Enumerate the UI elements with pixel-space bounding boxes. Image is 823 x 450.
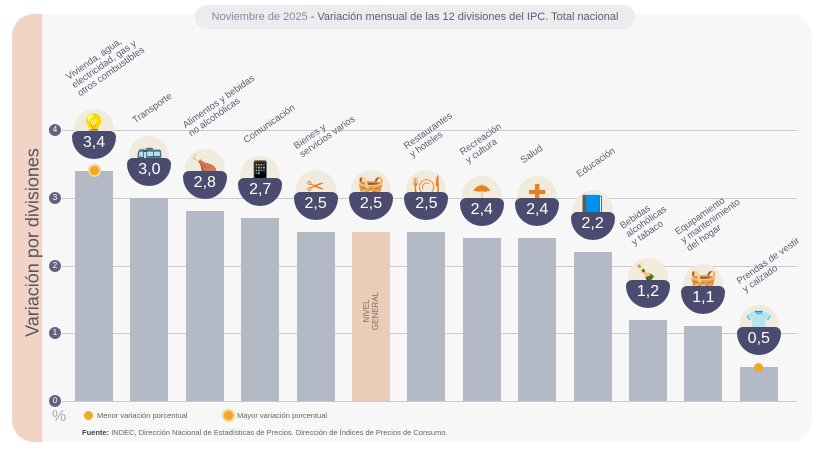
bar-8 [518, 238, 557, 401]
source-text: INDEC, Dirección Nacional de Estadística… [111, 428, 448, 437]
bar-11 [684, 326, 723, 401]
min-marker [754, 362, 764, 372]
legend-max-dot [224, 411, 233, 420]
bar-9 [573, 251, 612, 401]
bar-4 [296, 231, 335, 401]
bar-0 [75, 170, 113, 401]
bar-5 [352, 231, 390, 401]
legend-min-label: Menor variación porcentual [97, 411, 188, 420]
y-tick-label: 1 [49, 327, 61, 340]
legend-max-label: Mayor variación porcentual [237, 411, 328, 420]
source-note: Fuente: INDEC, Dirección Nacional de Est… [82, 428, 448, 437]
gridline [62, 401, 797, 402]
bar-1 [130, 197, 169, 401]
category-label-general: NIVEL GENERAL [362, 291, 380, 330]
y-tick-label: 4 [49, 124, 61, 136]
legend-min-dot [84, 411, 93, 420]
chart-title: Noviembre de 2025 - Variación mensual de… [195, 5, 635, 29]
bar-3 [241, 218, 280, 401]
y-axis-label: Variación por divisiones [22, 148, 43, 337]
bar-7 [462, 238, 501, 401]
bar-10 [629, 319, 667, 401]
title-date: Noviembre de 2025 [211, 11, 308, 23]
bar-2 [185, 211, 224, 401]
value-label: 2,5 [404, 191, 449, 220]
bar-6 [407, 231, 446, 401]
gridline [62, 130, 797, 131]
y-tick-label: 2 [49, 259, 61, 272]
title-text: Variación mensual de las 12 divisiones d… [317, 11, 619, 23]
unit-label: % [52, 408, 67, 425]
y-tick-label: 3 [49, 191, 61, 204]
max-marker [89, 166, 99, 176]
value-label: 2,5 [349, 191, 393, 220]
source-label: Fuente: [82, 428, 110, 437]
y-tick-label: 0 [49, 395, 61, 407]
left-accent-strip [12, 14, 42, 442]
bar-12 [739, 367, 778, 401]
